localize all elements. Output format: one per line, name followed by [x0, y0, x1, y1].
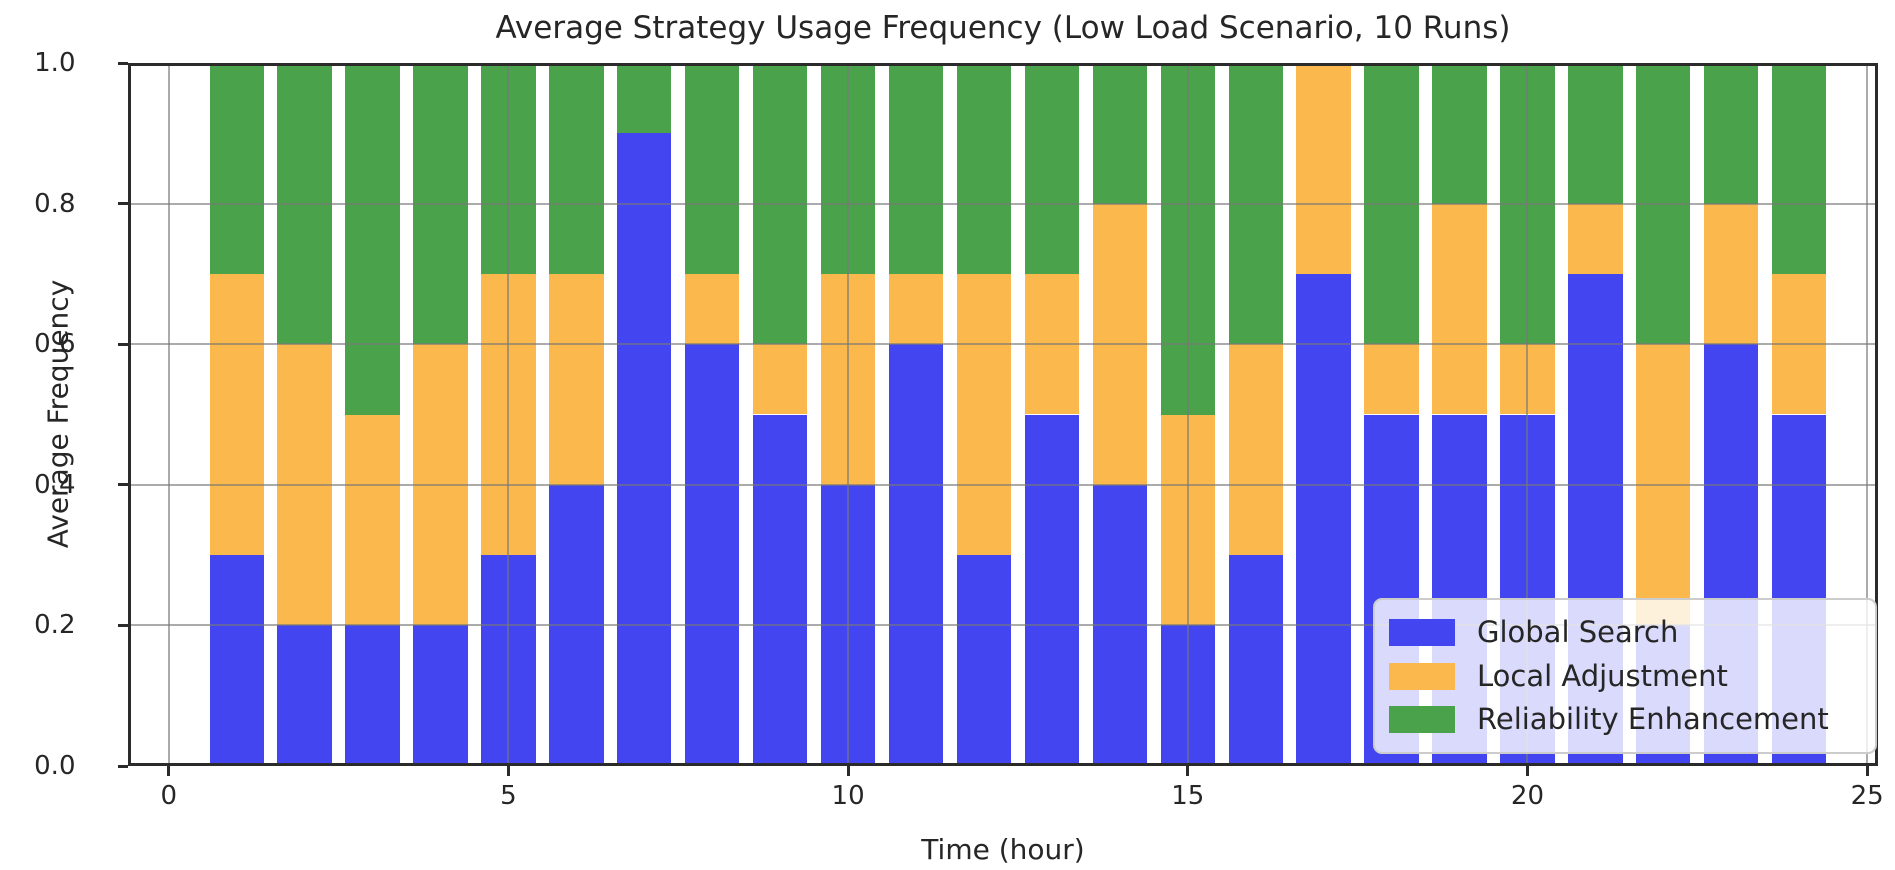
- bar-segment: [888, 63, 944, 274]
- chart-title: Average Strategy Usage Frequency (Low Lo…: [495, 10, 1511, 46]
- bar-segment: [1704, 203, 1759, 345]
- gridline-horizontal: [128, 343, 1878, 346]
- gridline-horizontal: [128, 624, 1878, 627]
- bar-segment: [888, 344, 944, 766]
- legend-row: Global Search: [1389, 618, 1861, 647]
- gridline-horizontal: [128, 483, 1878, 486]
- bar-segment: [549, 63, 604, 274]
- legend-label: Reliability Enhancement: [1477, 701, 1829, 736]
- x-tick-label: 10: [831, 781, 865, 811]
- gridline-vertical: [1526, 63, 1529, 766]
- bar-segment: [549, 273, 604, 485]
- legend: Global Search Local Adjustment Reliability…: [1373, 598, 1877, 754]
- y-tick-mark: [118, 342, 128, 346]
- bar-segment: [345, 625, 400, 766]
- legend-row: Reliability Enhancement: [1389, 701, 1861, 736]
- x-axis-label: Time (hour): [921, 833, 1085, 866]
- y-tick-label: 0.8: [34, 188, 76, 219]
- plot-area: 0 5 10 15 20 25 0.0 0.2 0.4 0.6 0.8 1.0: [34, 48, 1884, 811]
- bar-segment: [1092, 63, 1148, 204]
- x-tick-mark: [846, 766, 850, 776]
- y-tick-mark: [118, 202, 128, 206]
- x-tick-label: 5: [500, 781, 517, 811]
- bar-segment: [1704, 63, 1759, 204]
- y-tick-mark: [118, 764, 128, 768]
- x-tick-label: 0: [160, 781, 178, 811]
- x-tick-mark: [1865, 766, 1869, 776]
- y-tick-label: 0.4: [34, 469, 76, 500]
- y-tick-label: 0.2: [34, 610, 76, 641]
- bar-segment: [617, 63, 672, 134]
- y-tick-mark: [118, 623, 128, 627]
- y-axis-label: Average Frequency: [41, 279, 75, 549]
- gridline-vertical: [167, 63, 170, 766]
- legend-row: Local Adjustment: [1389, 658, 1861, 693]
- x-tick-mark: [506, 766, 510, 776]
- bar-segment: [685, 344, 740, 766]
- gridline-vertical: [507, 63, 510, 766]
- bar-segment: [1024, 414, 1080, 766]
- legend-swatch: [1389, 662, 1455, 690]
- bar-segment: [413, 625, 468, 766]
- gridline-vertical: [847, 63, 850, 766]
- x-tick-mark: [1186, 766, 1190, 776]
- bar-segment: [1364, 344, 1419, 415]
- y-tick-label: 1.0: [34, 48, 76, 78]
- y-tick-mark: [118, 61, 128, 65]
- x-tick-label: 25: [1850, 781, 1884, 811]
- x-tick-label: 15: [1171, 781, 1205, 811]
- bar-segment: [956, 555, 1012, 766]
- y-tick-label: 0.6: [34, 329, 76, 360]
- y-tick-mark: [118, 483, 128, 487]
- bar-segment: [345, 414, 400, 626]
- bar-segment: [685, 273, 740, 345]
- x-tick-label: 20: [1510, 781, 1544, 811]
- bar-segment: [1228, 555, 1283, 766]
- bar-segment: [1432, 63, 1487, 204]
- bar-segment: [1296, 63, 1351, 274]
- bar-segment: [753, 414, 808, 766]
- bar-segment: [1432, 203, 1487, 415]
- bar-segment: [888, 273, 944, 345]
- bar-segment: [209, 273, 264, 556]
- bar-segment: [345, 63, 400, 415]
- bar-segment: [956, 273, 1012, 556]
- bar-segment: [1568, 203, 1623, 274]
- bar-segment: [277, 625, 332, 766]
- bar-segment: [753, 344, 808, 415]
- bar-segment: [209, 63, 264, 274]
- bar-segment: [1296, 273, 1351, 766]
- bar-segment: [1024, 63, 1080, 274]
- bar-segment: [1772, 63, 1827, 274]
- legend-label: Global Search: [1477, 615, 1679, 650]
- gridline-horizontal: [128, 202, 1878, 205]
- bar-segment: [956, 63, 1012, 274]
- gridline-vertical: [1866, 63, 1869, 766]
- bar-segment: [1228, 344, 1283, 556]
- y-tick-label: 0.0: [34, 751, 76, 781]
- bar-segment: [209, 555, 264, 766]
- bar-segment: [685, 63, 740, 274]
- legend-swatch: [1389, 619, 1455, 647]
- legend-label: Local Adjustment: [1477, 658, 1728, 693]
- x-tick-mark: [167, 766, 171, 776]
- legend-swatch: [1389, 705, 1455, 733]
- bar-segment: [617, 133, 672, 766]
- gridline-vertical: [1186, 63, 1189, 766]
- bar-segment: [1568, 63, 1623, 204]
- x-tick-mark: [1525, 766, 1529, 776]
